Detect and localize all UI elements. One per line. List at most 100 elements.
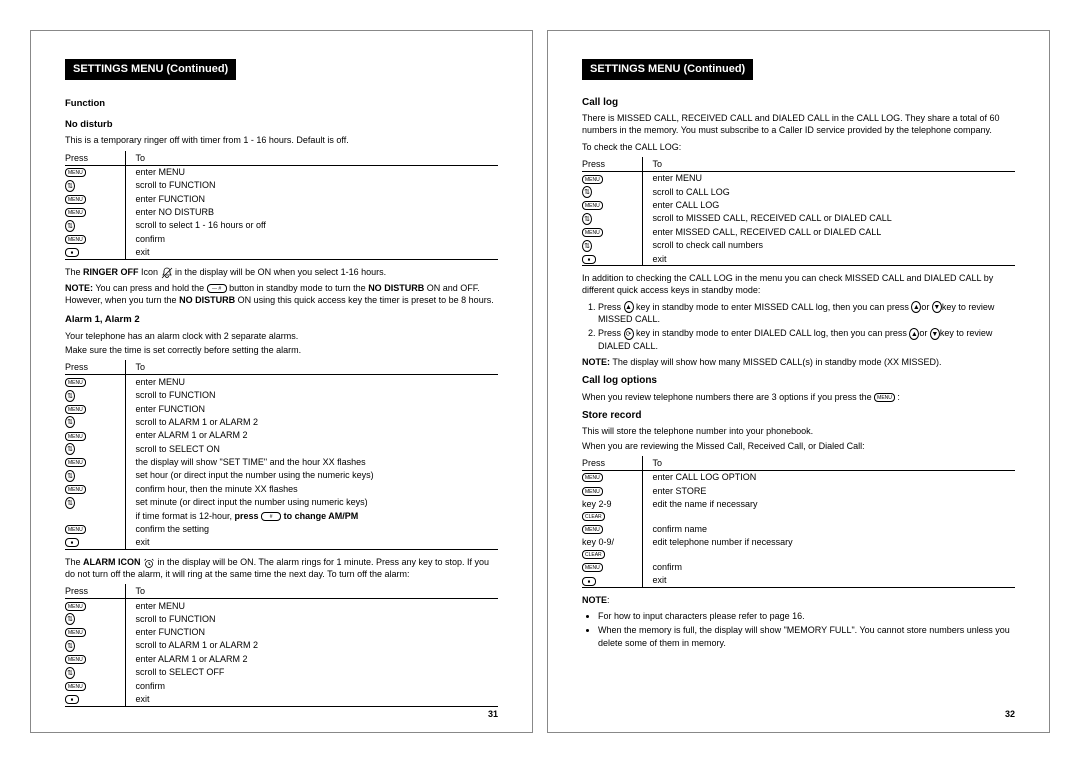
- store-record-table: PressTo MENUenter CALL LOG OPTIONMENUent…: [582, 456, 1015, 588]
- press-cell: MENU: [65, 626, 125, 639]
- alarm-icon-note: The ALARM ICON in the display will be ON…: [65, 556, 498, 580]
- call-log-desc: There is MISSED CALL, RECEIVED CALL and …: [582, 112, 1015, 136]
- to-cell: exit: [642, 252, 1015, 266]
- to-cell: set hour (or direct input the number usi…: [125, 469, 498, 483]
- up-key-icon: ▲: [624, 301, 634, 313]
- to-cell: enter FUNCTION: [125, 626, 498, 639]
- menu-key-icon: MENU: [65, 458, 86, 467]
- table-row: ⇅scroll to check call numbers: [582, 239, 1015, 253]
- menu-key-icon: MENU: [65, 405, 86, 414]
- quick-access-list: Press ▲ key in standby mode to enter MIS…: [582, 301, 1015, 353]
- to-cell: enter ALARM 1 or ALARM 2: [125, 429, 498, 442]
- down-key-icon: ▼: [930, 328, 940, 340]
- table-row: MENUconfirm name: [582, 522, 1015, 535]
- to-cell: edit telephone number if necessary: [642, 536, 1015, 561]
- no-disturb-note: NOTE: You can press and hold the — # but…: [65, 282, 498, 306]
- table-row: key 0-9/ CLEARedit telephone number if n…: [582, 536, 1015, 561]
- to-cell: scroll to FUNCTION: [125, 612, 498, 626]
- updown-key-icon: ⇅: [582, 213, 592, 225]
- table-row: ⇅scroll to ALARM 1 or ALARM 2: [65, 415, 498, 429]
- table-row: MENUenter MISSED CALL, RECEIVED CALL or …: [582, 225, 1015, 238]
- to-cell: enter ALARM 1 or ALARM 2: [125, 653, 498, 666]
- heading-store-record: Store record: [582, 409, 1015, 423]
- updown-key-icon: ⇅: [65, 180, 75, 192]
- alarm-desc-1: Your telephone has an alarm clock with 2…: [65, 330, 498, 342]
- press-cell: key 0-9/ CLEAR: [582, 536, 642, 561]
- table-row: MENUenter MENU: [65, 599, 498, 613]
- to-cell: scroll to check call numbers: [642, 239, 1015, 253]
- press-cell: ⏹: [582, 252, 642, 266]
- menu-key-icon: MENU: [582, 487, 603, 496]
- menu-key-icon: MENU: [582, 175, 603, 184]
- updown-key-icon: ⇅: [65, 667, 75, 679]
- to-cell: scroll to ALARM 1 or ALARM 2: [125, 639, 498, 653]
- table-row: ⇅scroll to SELECT OFF: [65, 666, 498, 680]
- menu-key-icon: MENU: [65, 485, 86, 494]
- press-cell: ⇅: [65, 612, 125, 626]
- table-row: MENUconfirm: [582, 561, 1015, 574]
- to-cell: scroll to select 1 - 16 hours or off: [125, 219, 498, 233]
- press-cell: ⇅: [65, 219, 125, 233]
- press-cell: MENU: [65, 599, 125, 613]
- table-row: ⇅scroll to SELECT ON: [65, 442, 498, 456]
- store-desc-2: When you are reviewing the Missed Call, …: [582, 440, 1015, 452]
- press-cell: ⇅: [65, 179, 125, 193]
- call-log-options-desc: When you review telephone numbers there …: [582, 391, 1015, 403]
- to-cell: enter CALL LOG: [642, 199, 1015, 212]
- press-cell: MENU: [65, 375, 125, 389]
- heading-no-disturb: No disturb: [65, 119, 498, 132]
- press-cell: ⏹: [65, 692, 125, 706]
- press-cell: ⇅: [65, 442, 125, 456]
- updown-key-icon: ⇅: [65, 416, 75, 428]
- list-item: When the memory is full, the display wil…: [598, 624, 1015, 648]
- to-cell: edit the name if necessary: [642, 497, 1015, 522]
- updown-key-icon: ⇅: [65, 497, 75, 509]
- menu-key-icon: MENU: [582, 473, 603, 482]
- ringer-off-icon: [161, 267, 173, 278]
- table-row: MENUconfirm: [65, 679, 498, 692]
- to-cell: scroll to FUNCTION: [125, 179, 498, 193]
- to-cell: set minute (or direct input the number u…: [125, 496, 498, 510]
- press-cell: ⇅: [582, 185, 642, 199]
- press-cell: MENU: [65, 653, 125, 666]
- table-row: ⏹exit: [582, 574, 1015, 588]
- redial-key-icon: ⟳: [624, 328, 634, 340]
- to-cell: confirm hour, then the minute XX flashes: [125, 482, 498, 495]
- to-cell: scroll to CALL LOG: [642, 185, 1015, 199]
- note-heading: NOTE:: [582, 594, 1015, 606]
- table-row: MENUenter FUNCTION: [65, 402, 498, 415]
- to-cell: confirm name: [642, 522, 1015, 535]
- to-cell: confirm: [642, 561, 1015, 574]
- call-log-table: PressTo MENUenter MENU⇅scroll to CALL LO…: [582, 157, 1015, 267]
- stop-key-icon: ⏹: [65, 248, 79, 257]
- no-disturb-table: PressTo MENUenter MENU⇅scroll to FUNCTIO…: [65, 151, 498, 260]
- list-item: Press ⟳ key in standby mode to enter DIA…: [598, 327, 1015, 352]
- note-bullets: For how to input characters please refer…: [582, 610, 1015, 648]
- press-cell: MENU: [65, 456, 125, 469]
- menu-key-icon: MENU: [582, 201, 603, 210]
- press-cell: MENU: [65, 679, 125, 692]
- press-cell: MENU: [582, 470, 642, 484]
- to-cell: exit: [125, 535, 498, 549]
- to-cell: enter CALL LOG OPTION: [642, 470, 1015, 484]
- updown-key-icon: ⇅: [65, 613, 75, 625]
- table-row: MENUenter ALARM 1 or ALARM 2: [65, 429, 498, 442]
- table-row: ⇅set hour (or direct input the number us…: [65, 469, 498, 483]
- check-call-log: To check the CALL LOG:: [582, 141, 1015, 153]
- press-cell: [65, 509, 125, 522]
- stop-key-icon: ⏹: [582, 255, 596, 264]
- menu-key-icon: MENU: [582, 228, 603, 237]
- stop-key-icon: ⏹: [65, 695, 79, 704]
- press-cell: MENU: [582, 522, 642, 535]
- press-cell: MENU: [65, 165, 125, 179]
- table-row: MENU confirm hour, then the minute XX fla…: [65, 482, 498, 495]
- to-cell: enter FUNCTION: [125, 193, 498, 206]
- updown-key-icon: ⇅: [65, 443, 75, 455]
- table-row: ⇅scroll to MISSED CALL, RECEIVED CALL or…: [582, 212, 1015, 226]
- alarm-off-table: PressTo MENUenter MENU⇅scroll to FUNCTIO…: [65, 584, 498, 707]
- to-cell: enter MENU: [125, 165, 498, 179]
- to-cell: if time format is 12-hour, press # to ch…: [125, 509, 498, 522]
- press-cell: ⇅: [65, 496, 125, 510]
- to-cell: confirm: [125, 232, 498, 245]
- page-number-right: 32: [1005, 708, 1015, 720]
